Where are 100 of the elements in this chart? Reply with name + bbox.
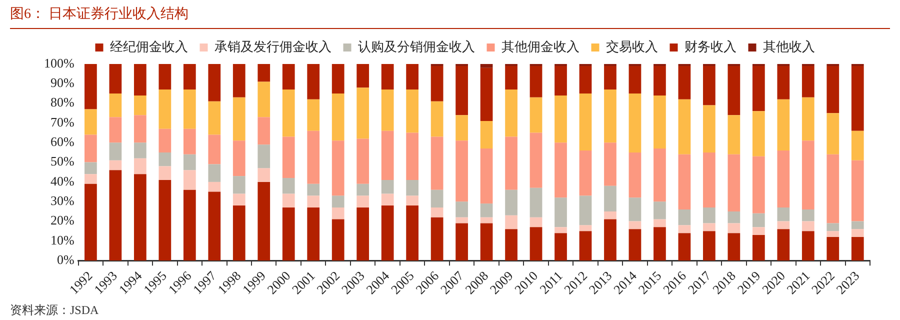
bar [307, 208, 320, 261]
bar [282, 90, 295, 137]
bar [678, 233, 691, 261]
bar [134, 142, 146, 158]
bar [381, 180, 394, 194]
bar [134, 95, 146, 116]
y-tick-label: 0% [56, 252, 74, 268]
bar [430, 66, 444, 102]
bar [826, 66, 840, 114]
bar [456, 140, 468, 202]
bar [628, 152, 642, 198]
bar [554, 233, 567, 261]
bar [406, 206, 418, 261]
bar [158, 128, 172, 152]
bar [356, 184, 370, 196]
bar [258, 82, 270, 118]
bar [356, 88, 370, 139]
bar [183, 90, 196, 129]
bar [530, 188, 542, 218]
bar [628, 198, 642, 222]
bar [579, 66, 592, 94]
y-tick-label: 10% [50, 232, 74, 248]
bar [826, 231, 840, 237]
bar [777, 99, 790, 150]
bar [530, 217, 542, 228]
bar [554, 227, 567, 234]
bar [480, 204, 493, 218]
bar [654, 219, 666, 228]
bar [752, 213, 765, 228]
bar [134, 158, 146, 174]
bar [430, 136, 444, 190]
legend-label: 其他收入 [762, 38, 815, 54]
bar [851, 160, 864, 222]
bar [356, 196, 370, 208]
bar [654, 148, 666, 202]
bar [530, 132, 542, 188]
bar [703, 223, 716, 232]
bar [505, 190, 518, 216]
bar [84, 109, 97, 135]
bar [654, 95, 666, 149]
bar [826, 154, 840, 224]
bar [728, 115, 740, 154]
text: 资料来源：JSDA [10, 302, 100, 319]
bar [232, 97, 246, 141]
bar [381, 194, 394, 206]
bar [134, 174, 146, 261]
bar [628, 221, 642, 230]
bar [530, 66, 542, 98]
bar [183, 190, 196, 261]
bar [307, 196, 320, 208]
bar [381, 206, 394, 261]
bar [258, 64, 270, 82]
bar [728, 66, 740, 116]
bar [802, 140, 814, 210]
bar [456, 202, 468, 218]
bar [851, 66, 864, 131]
bar [109, 117, 122, 143]
y-tick-label: 60% [50, 134, 74, 150]
bar [183, 64, 196, 90]
bar [728, 233, 740, 261]
bar [654, 66, 666, 96]
bar [282, 194, 295, 208]
bar [381, 130, 394, 180]
bar [826, 113, 840, 154]
bar [579, 196, 592, 226]
bar [381, 64, 394, 90]
bar [777, 221, 790, 230]
bar [604, 142, 616, 186]
bar [851, 229, 864, 237]
bar [802, 221, 814, 232]
bar [307, 130, 320, 184]
bar [554, 95, 567, 143]
bar [258, 168, 270, 182]
bar [505, 215, 518, 230]
bar [430, 190, 444, 208]
bar [332, 140, 344, 196]
bar [332, 93, 344, 141]
bar [109, 93, 122, 118]
bar [109, 142, 122, 160]
bar [505, 136, 518, 190]
bar [752, 156, 765, 214]
bar [678, 66, 691, 100]
bar [232, 176, 246, 194]
bar [703, 105, 716, 152]
bar [406, 90, 418, 133]
bar [826, 236, 840, 261]
bar [480, 68, 493, 122]
bar [456, 217, 468, 224]
bar [579, 93, 592, 150]
bar [430, 217, 444, 261]
bar [282, 64, 295, 90]
bar [752, 227, 765, 236]
bar [158, 166, 172, 180]
bar [183, 170, 196, 190]
bar [183, 154, 196, 170]
bar [480, 223, 493, 261]
bar [332, 196, 344, 208]
bar [430, 208, 444, 218]
bar [678, 154, 691, 210]
x-tick-label: 2011 [536, 268, 566, 297]
